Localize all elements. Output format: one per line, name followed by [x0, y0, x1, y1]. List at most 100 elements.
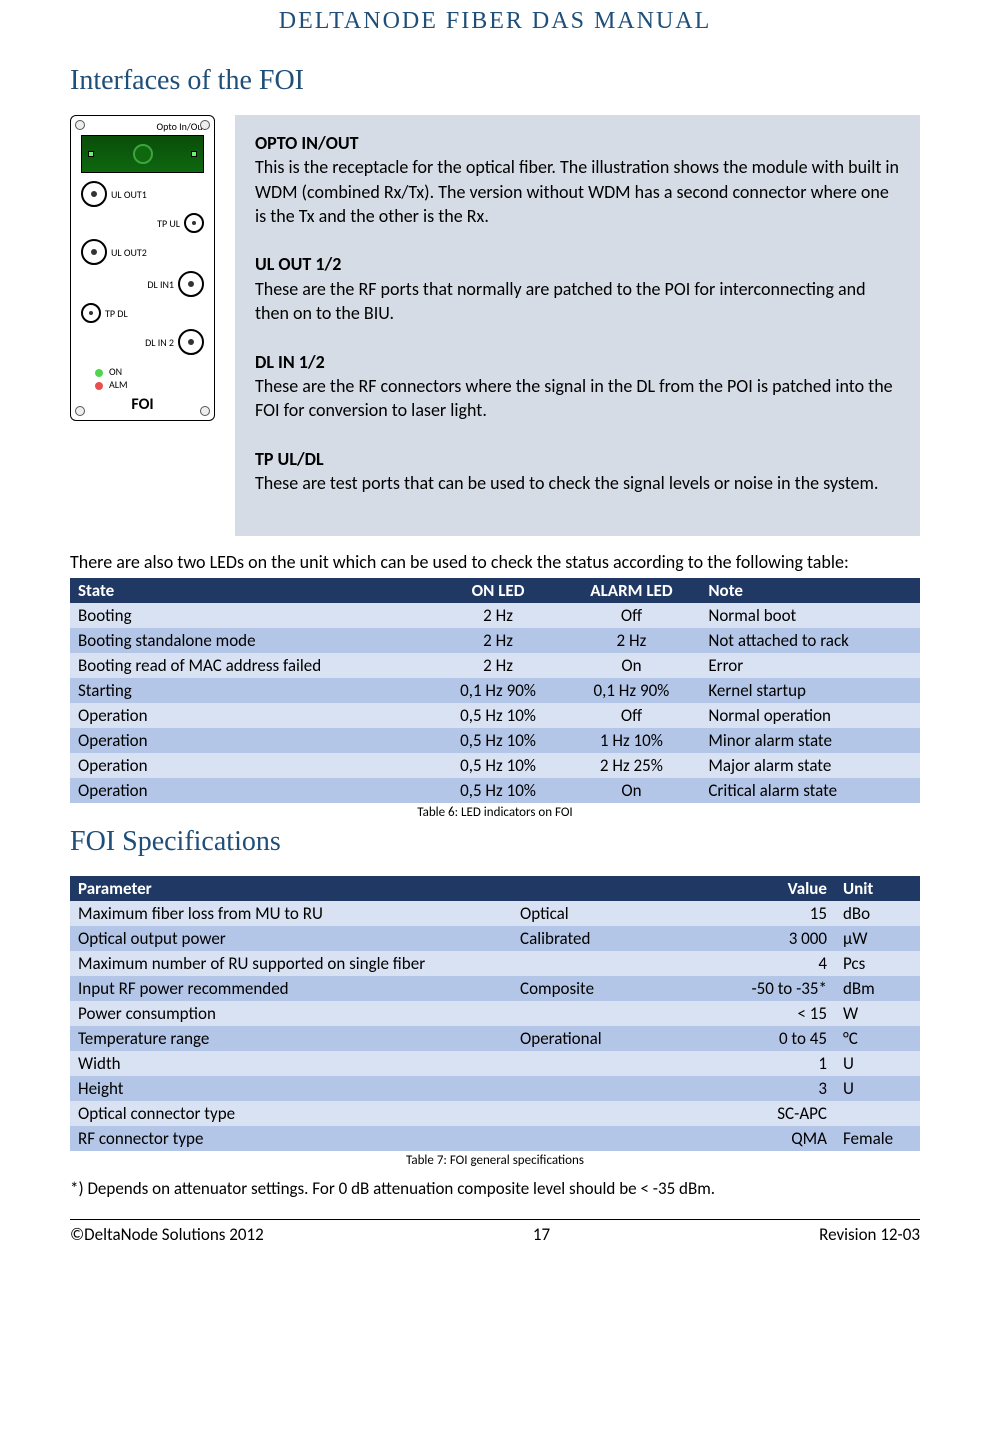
table-cell	[512, 1051, 631, 1076]
table-row: Operation0,5 Hz 10%OnCritical alarm stat…	[70, 778, 920, 803]
table-cell: On	[562, 653, 700, 678]
page-footer: ©DeltaNode Solutions 2012 17 Revision 12…	[70, 1219, 920, 1255]
table-cell: Major alarm state	[700, 753, 920, 778]
footnote: *) Depends on attenuator settings. For 0…	[70, 1178, 920, 1199]
info-h4: TP UL/DL	[255, 448, 324, 470]
table-cell: Input RF power recommended	[70, 976, 512, 1001]
table-row: Operation0,5 Hz 10%1 Hz 10%Minor alarm s…	[70, 728, 920, 753]
diagram-name: FOI	[71, 395, 214, 414]
table-cell: -50 to -35*	[631, 976, 835, 1001]
opto-connector	[81, 135, 204, 173]
table-cell: RF connector type	[70, 1126, 512, 1151]
port-dl-in1: DL IN1	[71, 271, 214, 297]
port-label: TP UL	[157, 217, 180, 230]
table-cell: Not attached to rack	[700, 628, 920, 653]
table-row: Optical output powerCalibrated3 000µW	[70, 926, 920, 951]
led-label: ON	[109, 365, 122, 378]
table-cell: 3	[631, 1076, 835, 1101]
foi-diagram: Opto In/Out UL OUT1 TP UL UL OUT2 DL IN1…	[70, 115, 215, 421]
info-h1: OPTO IN/OUT	[255, 132, 359, 154]
table-cell: 1	[631, 1051, 835, 1076]
table-row: Height 3U	[70, 1076, 920, 1101]
table-header: ALARM LED	[562, 578, 700, 603]
table-row: RF connector typeQMAFemale	[70, 1126, 920, 1151]
port-dl-in2: DL IN 2	[71, 329, 214, 355]
table-row: Optical connector typeSC-APC	[70, 1101, 920, 1126]
table-cell: Normal operation	[700, 703, 920, 728]
info-p2: These are the RF ports that normally are…	[255, 278, 866, 324]
info-p4: These are test ports that can be used to…	[255, 472, 878, 494]
table-cell: Starting	[70, 678, 434, 703]
table-cell: Optical	[512, 901, 631, 926]
port-label: UL OUT1	[111, 188, 147, 201]
table-cell: 0,5 Hz 10%	[434, 753, 563, 778]
table-cell: QMA	[631, 1126, 835, 1151]
table-cell: Height	[70, 1076, 512, 1101]
table-cell: 2 Hz	[434, 603, 563, 628]
table-cell: U	[835, 1051, 920, 1076]
table-cell: 0,5 Hz 10%	[434, 778, 563, 803]
table-cell: Normal boot	[700, 603, 920, 628]
led-label: ALM	[109, 378, 128, 391]
table-row: Booting standalone mode2 Hz2 HzNot attac…	[70, 628, 920, 653]
section-interfaces-title: Interfaces of the FOI	[70, 65, 920, 97]
footer-page: 17	[533, 1224, 550, 1245]
port-label: DL IN1	[147, 278, 174, 291]
info-p1: This is the receptacle for the optical f…	[255, 156, 899, 227]
table-row: Maximum fiber loss from MU to RUOptical1…	[70, 901, 920, 926]
table-row: Booting read of MAC address failed2 HzOn…	[70, 653, 920, 678]
table-cell: W	[835, 1001, 920, 1026]
table-cell: Minor alarm state	[700, 728, 920, 753]
opto-label: Opto In/Out	[71, 116, 214, 135]
table-cell: 0,5 Hz 10%	[434, 703, 563, 728]
table-cell: 0 to 45	[631, 1026, 835, 1051]
table-row: Temperature rangeOperational0 to 45°C	[70, 1026, 920, 1051]
table-row: Maximum number of RU supported on single…	[70, 951, 920, 976]
table-cell: SC-APC	[631, 1101, 835, 1126]
table-header	[512, 876, 631, 901]
table-cell: Kernel startup	[700, 678, 920, 703]
screw-icon	[200, 406, 210, 416]
port-ul-out1: UL OUT1	[71, 181, 214, 207]
table-cell	[512, 1126, 631, 1151]
table-row: Input RF power recommendedComposite-50 t…	[70, 976, 920, 1001]
led-on: ON	[95, 365, 214, 378]
spec-table: ParameterValueUnit Maximum fiber loss fr…	[70, 876, 920, 1151]
info-p3: These are the RF connectors where the si…	[255, 375, 893, 421]
table-cell: On	[562, 778, 700, 803]
table-cell: dBo	[835, 901, 920, 926]
table-cell: 15	[631, 901, 835, 926]
info-h2: UL OUT 1/2	[255, 253, 341, 275]
table-cell: Width	[70, 1051, 512, 1076]
table-cell: Booting	[70, 603, 434, 628]
table1-caption: Table 6: LED indicators on FOI	[70, 805, 920, 820]
table-cell: Critical alarm state	[700, 778, 920, 803]
led-alm: ALM	[95, 378, 214, 391]
screw-icon	[75, 406, 85, 416]
table-cell: Operational	[512, 1026, 631, 1051]
table-cell: Temperature range	[70, 1026, 512, 1051]
table-cell: 0,5 Hz 10%	[434, 728, 563, 753]
table-cell: U	[835, 1076, 920, 1101]
table-cell: Operation	[70, 703, 434, 728]
table-cell	[512, 1101, 631, 1126]
port-ul-out2: UL OUT2	[71, 239, 214, 265]
table-cell: 2 Hz	[434, 628, 563, 653]
info-box: OPTO IN/OUT This is the receptacle for t…	[235, 115, 920, 536]
doc-header-title: DELTANODE FIBER DAS MANUAL	[70, 8, 920, 35]
table-cell: Error	[700, 653, 920, 678]
table-cell: Off	[562, 603, 700, 628]
table-cell: Pcs	[835, 951, 920, 976]
table-row: Starting0,1 Hz 90%0,1 Hz 90%Kernel start…	[70, 678, 920, 703]
footer-left: ©DeltaNode Solutions 2012	[70, 1224, 264, 1245]
table-cell: 2 Hz 25%	[562, 753, 700, 778]
table-cell: dBm	[835, 976, 920, 1001]
table-cell	[512, 1001, 631, 1026]
table-header: ON LED	[434, 578, 563, 603]
table-cell: 4	[631, 951, 835, 976]
table-header: Unit	[835, 876, 920, 901]
table-cell: Operation	[70, 753, 434, 778]
table-cell: 1 Hz 10%	[562, 728, 700, 753]
led-status-table: StateON LEDALARM LEDNote Booting2 HzOffN…	[70, 578, 920, 803]
table-cell: Operation	[70, 728, 434, 753]
